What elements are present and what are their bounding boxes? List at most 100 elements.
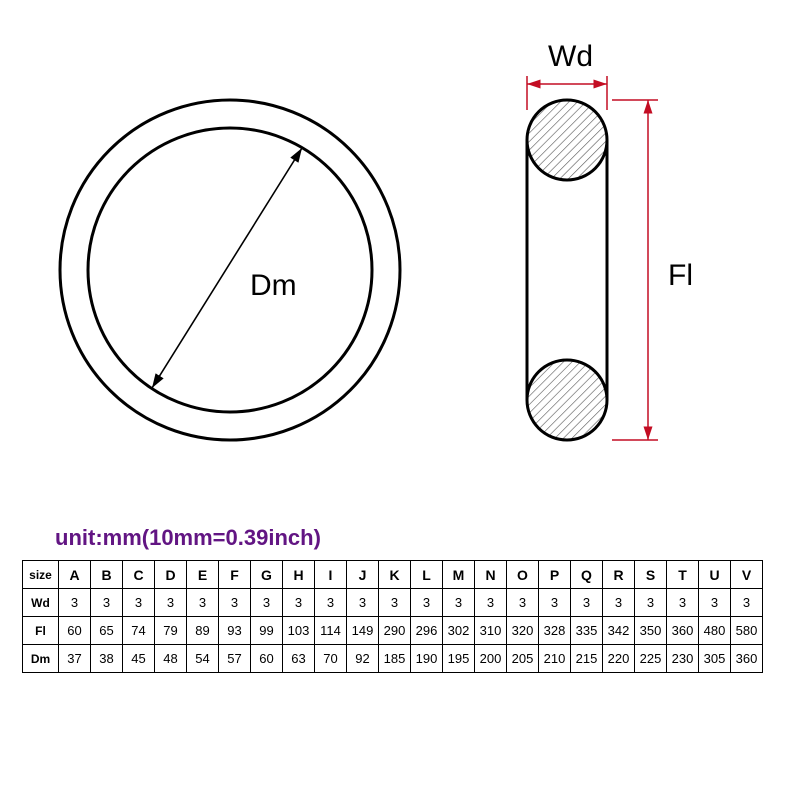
- col-header: F: [219, 561, 251, 589]
- col-header: T: [667, 561, 699, 589]
- table-header-row: size ABCDEFGHIJKLMNOPQRSTUV: [23, 561, 763, 589]
- table-cell: 210: [539, 645, 571, 673]
- table-cell: 37: [59, 645, 91, 673]
- table-cell: 38: [91, 645, 123, 673]
- table-cell: 3: [155, 589, 187, 617]
- col-header: C: [123, 561, 155, 589]
- oring-front-view: Dm: [60, 100, 400, 440]
- col-header: A: [59, 561, 91, 589]
- table-cell: 3: [251, 589, 283, 617]
- table-cell: 302: [443, 617, 475, 645]
- table-cell: 220: [603, 645, 635, 673]
- table-cell: 3: [699, 589, 731, 617]
- row-header: Fl: [23, 617, 59, 645]
- col-header: L: [411, 561, 443, 589]
- table-cell: 310: [475, 617, 507, 645]
- oring-side-view: Wd Fl: [527, 40, 693, 440]
- table-cell: 3: [91, 589, 123, 617]
- table-cell: 70: [315, 645, 347, 673]
- table-cell: 305: [699, 645, 731, 673]
- table-cell: 580: [731, 617, 763, 645]
- table-cell: 57: [219, 645, 251, 673]
- col-header: N: [475, 561, 507, 589]
- table-cell: 103: [283, 617, 315, 645]
- table-cell: 3: [283, 589, 315, 617]
- unit-label: unit:mm(10mm=0.39inch): [55, 525, 321, 551]
- table-cell: 3: [475, 589, 507, 617]
- table-cell: 60: [59, 617, 91, 645]
- table-cell: 65: [91, 617, 123, 645]
- table-cell: 3: [411, 589, 443, 617]
- table-cell: 360: [667, 617, 699, 645]
- table-cell: 230: [667, 645, 699, 673]
- table-cell: 3: [347, 589, 379, 617]
- col-header: U: [699, 561, 731, 589]
- table-cell: 3: [507, 589, 539, 617]
- table-cell: 63: [283, 645, 315, 673]
- table-cell: 200: [475, 645, 507, 673]
- table-cell: 3: [731, 589, 763, 617]
- table-cell: 360: [731, 645, 763, 673]
- row-header: Wd: [23, 589, 59, 617]
- col-header: S: [635, 561, 667, 589]
- col-header: V: [731, 561, 763, 589]
- table-cell: 290: [379, 617, 411, 645]
- table-cell: 328: [539, 617, 571, 645]
- col-header: G: [251, 561, 283, 589]
- table-cell: 3: [539, 589, 571, 617]
- table-cell: 190: [411, 645, 443, 673]
- table-cell: 3: [571, 589, 603, 617]
- table-cell: 54: [187, 645, 219, 673]
- size-header: size: [23, 561, 59, 589]
- col-header: Q: [571, 561, 603, 589]
- table-cell: 3: [603, 589, 635, 617]
- col-header: K: [379, 561, 411, 589]
- col-header: R: [603, 561, 635, 589]
- table-row: Wd3333333333333333333333: [23, 589, 763, 617]
- table-row: Dm37384548545760637092185190195200205210…: [23, 645, 763, 673]
- table-cell: 320: [507, 617, 539, 645]
- table-cell: 3: [635, 589, 667, 617]
- table-cell: 3: [667, 589, 699, 617]
- col-header: H: [283, 561, 315, 589]
- row-header: Dm: [23, 645, 59, 673]
- table-row: Fl60657479899399103114149290296302310320…: [23, 617, 763, 645]
- table-cell: 3: [123, 589, 155, 617]
- table-cell: 3: [443, 589, 475, 617]
- table-cell: 48: [155, 645, 187, 673]
- table-cell: 225: [635, 645, 667, 673]
- table-cell: 3: [187, 589, 219, 617]
- table-cell: 99: [251, 617, 283, 645]
- col-header: O: [507, 561, 539, 589]
- col-header: P: [539, 561, 571, 589]
- spec-table: size ABCDEFGHIJKLMNOPQRSTUV Wd3333333333…: [22, 560, 763, 673]
- table-cell: 3: [59, 589, 91, 617]
- col-header: B: [91, 561, 123, 589]
- table-cell: 60: [251, 645, 283, 673]
- dm-label: Dm: [250, 269, 297, 302]
- table-cell: 74: [123, 617, 155, 645]
- wd-label: Wd: [548, 40, 593, 73]
- table-cell: 296: [411, 617, 443, 645]
- table-cell: 335: [571, 617, 603, 645]
- col-header: J: [347, 561, 379, 589]
- table-cell: 342: [603, 617, 635, 645]
- col-header: D: [155, 561, 187, 589]
- table-cell: 93: [219, 617, 251, 645]
- table-cell: 3: [379, 589, 411, 617]
- table-cell: 350: [635, 617, 667, 645]
- table-cell: 205: [507, 645, 539, 673]
- dm-dimension-line: [152, 148, 302, 388]
- fl-label: Fl: [668, 259, 693, 292]
- table-cell: 3: [315, 589, 347, 617]
- col-header: I: [315, 561, 347, 589]
- table-cell: 114: [315, 617, 347, 645]
- table-cell: 215: [571, 645, 603, 673]
- table-cell: 480: [699, 617, 731, 645]
- table-cell: 45: [123, 645, 155, 673]
- table-cell: 92: [347, 645, 379, 673]
- table-cell: 185: [379, 645, 411, 673]
- table-cell: 3: [219, 589, 251, 617]
- diagram-svg: Dm Wd Fl: [0, 0, 800, 800]
- table-cell: 195: [443, 645, 475, 673]
